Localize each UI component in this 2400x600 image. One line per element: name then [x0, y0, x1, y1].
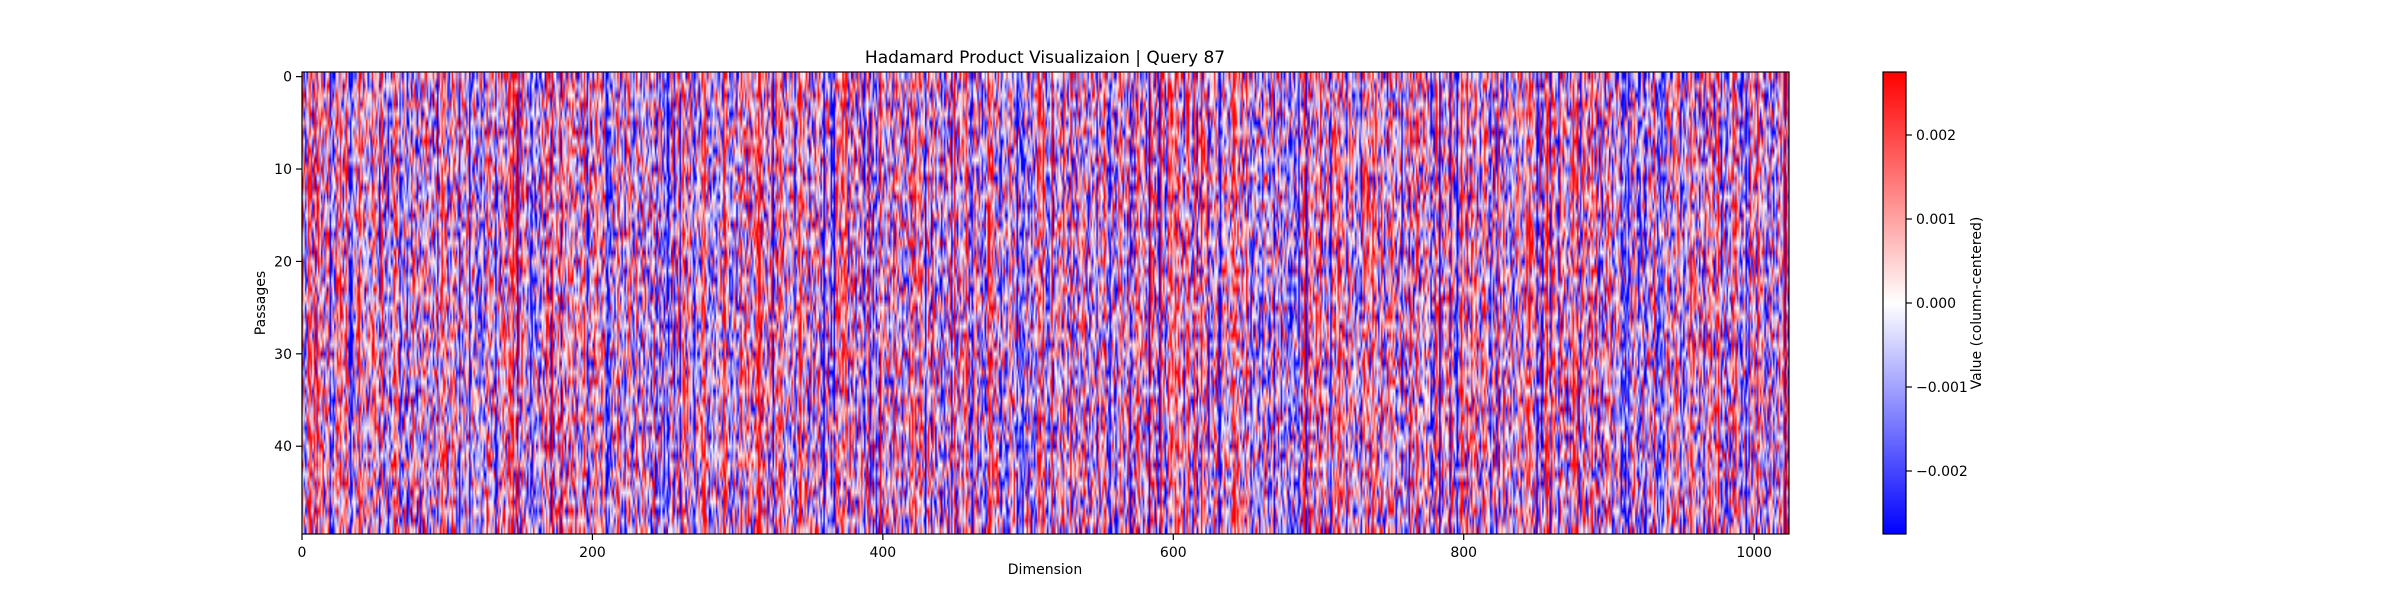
plot-frame — [301, 71, 1790, 535]
colorbar-gradient — [1882, 71, 1907, 535]
colorbar-tick-label: 0.002 — [1916, 128, 1956, 144]
colorbar-label: Value (column-centered) — [1969, 217, 1985, 390]
chart-title: Hadamard Product Visualizaion | Query 87 — [865, 48, 1225, 68]
x-tick-label: 400 — [869, 545, 896, 561]
x-tick-label: 200 — [579, 545, 606, 561]
x-tick-label: 1000 — [1736, 545, 1772, 561]
x-tick-label: 600 — [1160, 545, 1187, 561]
x-axis-label: Dimension — [1008, 562, 1082, 578]
x-axis: 0 200 400 600 800 1000 — [298, 534, 1772, 561]
y-tick-label: 10 — [274, 162, 292, 178]
y-axis-label: Passages — [253, 271, 269, 335]
colorbar-axis: 0.002 0.001 0.000 −0.001 −0.002 — [1906, 128, 1968, 480]
colorbar-tick-label: −0.001 — [1916, 380, 1968, 396]
heatmap-image — [302, 72, 1789, 534]
x-tick-label: 800 — [1450, 545, 1477, 561]
heatmap-cells — [302, 72, 1789, 534]
y-tick-label: 0 — [283, 70, 292, 86]
colorbar-tick-label: 0.000 — [1916, 296, 1956, 312]
x-tick-label: 0 — [298, 545, 307, 561]
y-tick-label: 20 — [274, 254, 292, 270]
y-tick-label: 30 — [274, 347, 292, 363]
colorbar-tick-label: −0.002 — [1916, 464, 1968, 480]
y-tick-label: 40 — [274, 439, 292, 455]
y-axis: 0 10 20 30 40 — [274, 70, 302, 455]
colorbar-tick-label: 0.001 — [1916, 212, 1956, 228]
